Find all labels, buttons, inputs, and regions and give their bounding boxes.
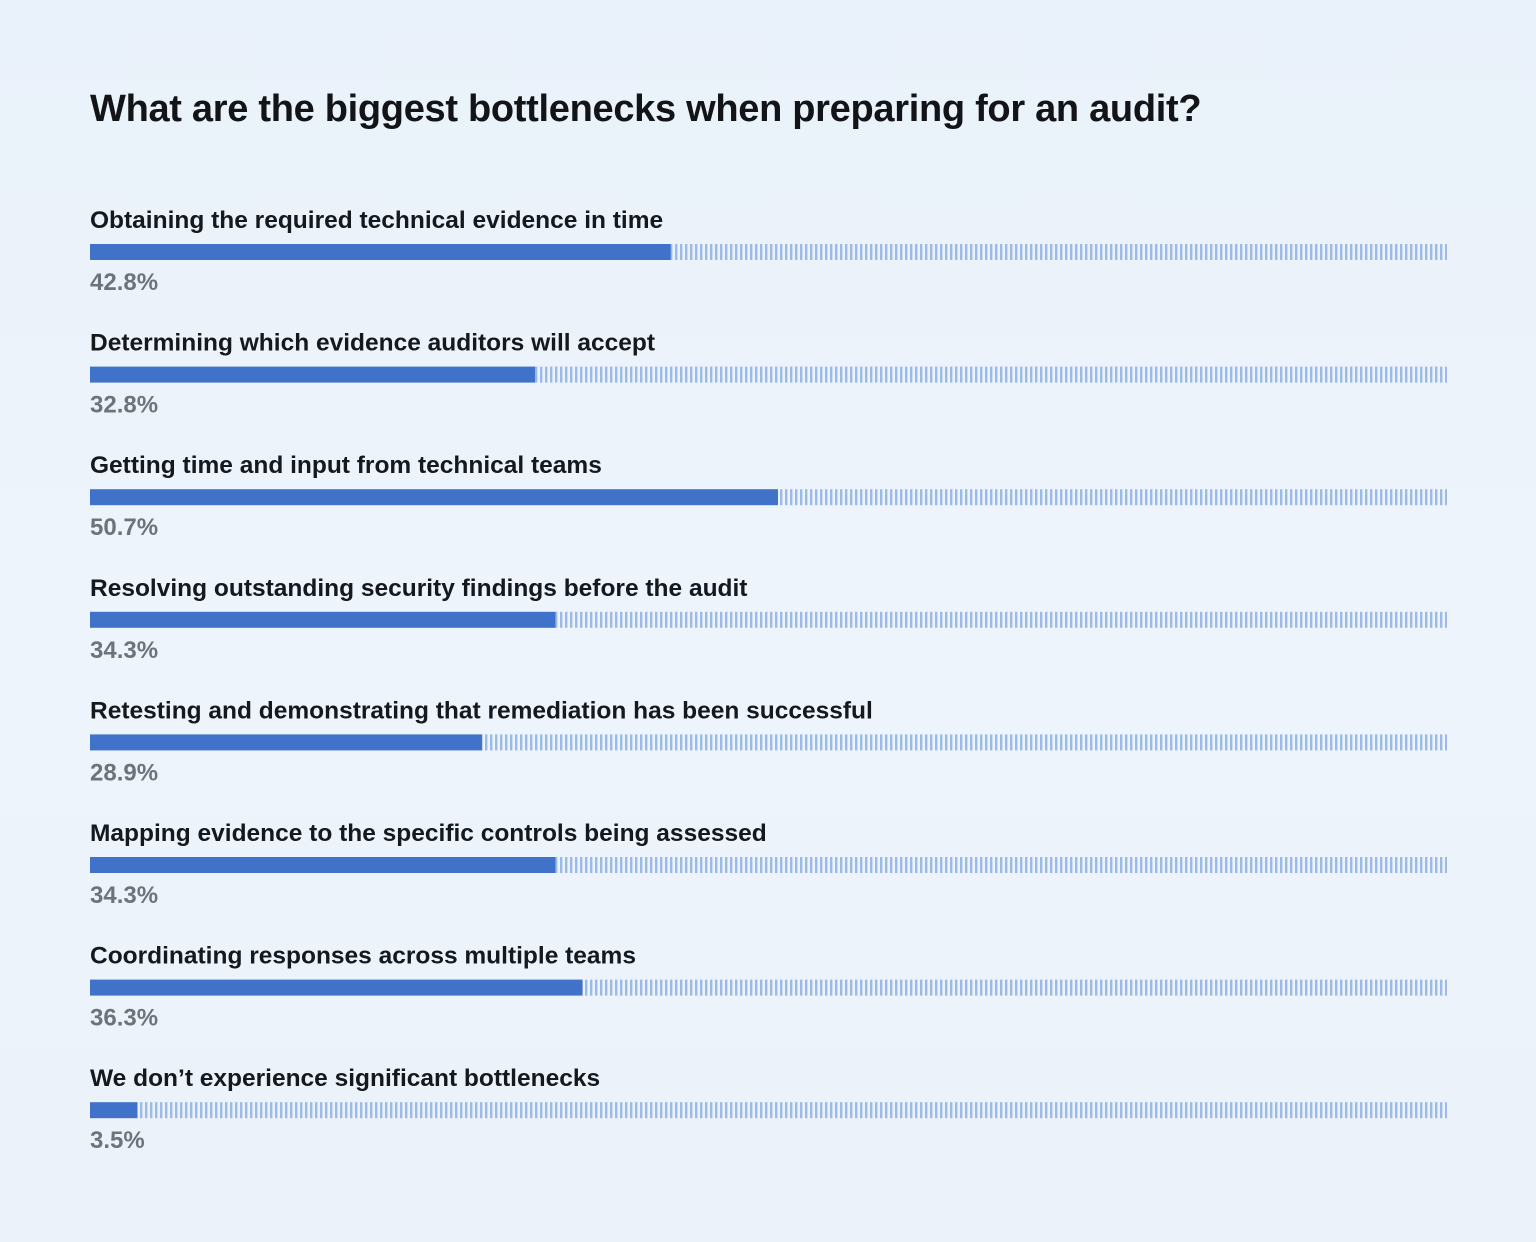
bar-track: [777, 489, 1447, 506]
value-label: 32.8%: [90, 392, 158, 419]
category-label: Retesting and demonstrating that remedia…: [90, 697, 873, 724]
category-label: Mapping evidence to the specific control…: [90, 820, 767, 847]
bar: [90, 857, 556, 873]
bar: [90, 1102, 138, 1119]
bar-row: We don’t experience significant bottlene…: [90, 1065, 1447, 1154]
value-label: 3.5%: [90, 1127, 145, 1154]
bar-track: [582, 979, 1447, 996]
bar-row: Getting time and input from technical te…: [90, 452, 1447, 541]
bar-track: [555, 857, 1447, 873]
bar-row: Obtaining the required technical evidenc…: [90, 207, 1447, 296]
bar-row: Retesting and demonstrating that remedia…: [90, 697, 1448, 786]
bar-track: [137, 1102, 1447, 1119]
category-label: We don’t experience significant bottlene…: [90, 1065, 600, 1092]
bar-row: Coordinating responses across multiple t…: [90, 943, 1447, 1032]
value-label: 28.9%: [90, 759, 158, 786]
bar: [90, 979, 583, 996]
category-label: Determining which evidence auditors will…: [90, 330, 655, 357]
bar: [90, 366, 536, 383]
bar-row: Resolving outstanding security findings …: [90, 575, 1447, 664]
bar-row: Determining which evidence auditors will…: [90, 330, 1447, 419]
value-label: 50.7%: [90, 514, 158, 541]
bar-track: [482, 734, 1448, 751]
bar: [90, 734, 483, 751]
value-label: 34.3%: [90, 882, 158, 909]
category-label: Resolving outstanding security findings …: [90, 575, 747, 602]
bar: [90, 489, 778, 506]
bar-row: Mapping evidence to the specific control…: [90, 820, 1447, 909]
bar-track: [670, 244, 1447, 260]
category-label: Coordinating responses across multiple t…: [90, 943, 636, 970]
value-label: 42.8%: [90, 269, 158, 296]
bar-track: [535, 366, 1447, 383]
bar-track: [555, 611, 1447, 628]
bar: [90, 611, 556, 628]
category-label: Obtaining the required technical evidenc…: [90, 207, 663, 234]
value-label: 34.3%: [90, 637, 158, 664]
category-label: Getting time and input from technical te…: [90, 452, 602, 479]
bar: [90, 244, 671, 260]
chart-title: What are the biggest bottlenecks when pr…: [90, 88, 1202, 130]
value-label: 36.3%: [90, 1005, 158, 1032]
